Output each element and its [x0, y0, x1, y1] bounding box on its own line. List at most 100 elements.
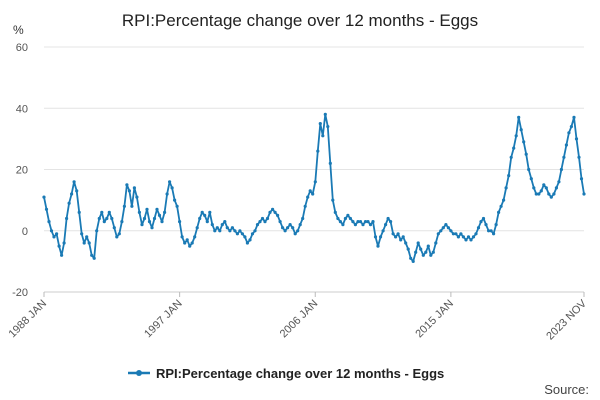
data-point [449, 229, 453, 233]
data-point [542, 183, 546, 187]
data-point [379, 235, 383, 239]
data-point [419, 247, 423, 251]
data-point [122, 204, 126, 208]
data-point [336, 216, 340, 221]
data-point [175, 204, 179, 208]
data-point [454, 232, 458, 236]
data-point [356, 220, 360, 224]
data-point [142, 216, 147, 221]
data-point [411, 259, 415, 263]
data-point [439, 229, 443, 233]
data-point [313, 180, 317, 184]
data-point [497, 210, 501, 214]
data-point [147, 220, 152, 224]
data-point [414, 250, 418, 254]
data-point [394, 235, 398, 239]
data-point [62, 241, 66, 245]
data-point [461, 235, 465, 239]
data-point [173, 198, 177, 202]
data-point [333, 210, 337, 214]
data-point [82, 241, 86, 245]
data-point [210, 223, 214, 227]
data-point [132, 186, 136, 190]
data-point [107, 210, 111, 214]
data-point [539, 189, 543, 193]
data-point [178, 220, 182, 224]
gridlines [44, 46, 584, 293]
data-point [318, 122, 322, 126]
data-point [296, 229, 300, 233]
data-point [170, 186, 174, 190]
data-point [416, 241, 420, 245]
data-point [552, 192, 556, 196]
data-point [80, 232, 84, 236]
data-point [471, 235, 476, 239]
data-point [391, 232, 395, 236]
data-point [469, 238, 473, 242]
data-point [343, 216, 347, 221]
data-point [351, 220, 355, 224]
data-point [532, 186, 536, 190]
legend-label: RPI:Percentage change over 12 months - E… [156, 366, 444, 381]
data-point [200, 210, 204, 214]
data-point [273, 210, 277, 214]
data-point [328, 161, 332, 165]
data-point [168, 180, 172, 184]
data-point [205, 220, 209, 224]
data-point [311, 192, 315, 196]
chart-title: RPI:Percentage change over 12 months - E… [122, 11, 478, 30]
data-point [235, 232, 239, 236]
data-point [353, 223, 357, 227]
data-point [499, 204, 503, 208]
data-point [293, 232, 297, 236]
series-line [43, 113, 585, 263]
data-point [487, 229, 491, 233]
data-point [188, 244, 192, 248]
legend: RPI:Percentage change over 12 months - E… [128, 366, 444, 381]
data-point [67, 201, 71, 205]
data-point [564, 143, 569, 147]
data-point [215, 226, 219, 230]
data-point [213, 229, 217, 233]
data-point [434, 241, 438, 245]
data-point [253, 229, 257, 233]
data-point [424, 250, 428, 254]
data-point [218, 229, 222, 233]
data-point [255, 223, 260, 227]
data-point [406, 247, 410, 251]
data-point [230, 226, 234, 230]
data-point [283, 229, 287, 233]
x-tick-label: 2015 JAN [413, 298, 456, 341]
data-point [47, 220, 51, 224]
data-point [140, 223, 144, 227]
data-point [245, 241, 249, 245]
data-point [522, 140, 526, 144]
x-tick-label: 1997 JAN [142, 298, 185, 341]
data-point [549, 195, 553, 199]
data-point [223, 220, 227, 224]
data-point [85, 235, 89, 239]
data-point [554, 186, 559, 190]
data-point [120, 220, 124, 224]
data-point [524, 152, 528, 156]
data-point [155, 207, 159, 211]
data-point [559, 167, 564, 172]
data-point [366, 220, 370, 224]
y-tick-label: 60 [16, 42, 28, 54]
data-point [308, 189, 312, 193]
data-point [368, 223, 373, 227]
data-point [190, 241, 194, 245]
data-point [464, 238, 468, 242]
data-point [92, 256, 96, 260]
x-tick-label: 2006 JAN [278, 298, 321, 341]
data-point [152, 216, 157, 221]
data-point [225, 226, 229, 230]
data-point [57, 244, 61, 248]
data-point [117, 232, 121, 236]
data-point [145, 207, 149, 211]
data-point [361, 223, 365, 227]
data-point [203, 213, 207, 217]
y-axis-ticks: -20 0 20 40 60 [12, 42, 28, 299]
data-point [55, 232, 59, 236]
data-point [431, 250, 435, 254]
